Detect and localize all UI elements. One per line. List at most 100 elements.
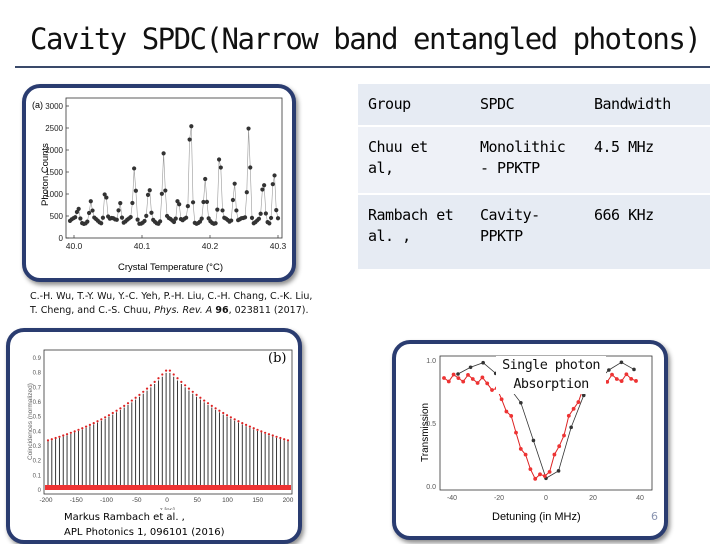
data-point-a (130, 200, 135, 206)
xtick-label-b: -150 (70, 497, 83, 504)
data-point-a (163, 188, 168, 193)
comb-fit-point (286, 439, 290, 442)
data-point-a (135, 217, 140, 222)
caption-a-authors: T. Cheng, and C.-S. Chuu, (30, 305, 155, 316)
comb-fit-point (199, 396, 202, 399)
data-point-a (185, 204, 190, 209)
theory-point (504, 409, 509, 414)
xtick-label-a: 40.1 (134, 241, 151, 251)
figure-a-frame: (a) Photon Counts 3000 2500 2000 1500 1000 50… (22, 84, 296, 282)
theory-point (456, 376, 461, 381)
ytick-label-b: 0.3 (33, 444, 42, 450)
comb-fit-point (229, 416, 232, 419)
transmission-plot: Transmission 1.0 0.5 0.0 -40 -20 0 20 40 Detun… (420, 355, 653, 523)
comb-fit-point (100, 418, 103, 421)
xtick-label-c: 20 (589, 495, 597, 502)
comb-fit-point (119, 407, 122, 410)
measured-point (607, 368, 611, 372)
comb-fit-point (138, 393, 141, 396)
data-point-a (267, 221, 272, 226)
theory-point (490, 388, 494, 392)
theory-point (542, 474, 547, 478)
absorption-label-line2: Absorption (513, 376, 589, 392)
comb-fit-point (142, 390, 145, 393)
comb-fit-point (222, 411, 225, 415)
comb-fit-point (210, 404, 213, 407)
comb-fit-point (145, 387, 149, 390)
comb-fit-point (153, 380, 156, 383)
comb-fit-point (206, 402, 210, 405)
data-point-a (173, 216, 178, 221)
xtick-label-a: 40.2 (202, 241, 219, 251)
comb-fit-point (256, 428, 259, 431)
theory-point (624, 372, 629, 377)
data-point-a (90, 208, 95, 213)
caption-a-journal: Phys. Rev. A (154, 305, 213, 316)
theory-point (538, 472, 542, 477)
data-point-a (132, 166, 137, 171)
comb-fit-point (218, 409, 221, 412)
comb-fit-point (81, 427, 84, 430)
comb-fit-point (84, 425, 88, 428)
measured-point (468, 365, 473, 370)
theory-point (552, 452, 557, 457)
data-point-a (85, 219, 90, 224)
theory-point (533, 476, 538, 481)
xtick-label-b: 0 (165, 497, 169, 504)
comb-fit-point (126, 402, 130, 405)
comb-fit-point (157, 377, 160, 380)
xtick-label-c: 0 (544, 495, 548, 502)
data-point-a (114, 217, 119, 222)
xtick-label-c: -20 (494, 495, 504, 502)
caption-a-line2: T. Cheng, and C.-S. Chuu, Phys. Rev. A 9… (30, 304, 312, 318)
comb-fit-point (203, 399, 206, 402)
data-point-a (145, 192, 151, 197)
comb-fit-point (107, 414, 111, 417)
theory-point (446, 379, 451, 384)
theory-point (518, 447, 523, 451)
data-point-a (246, 126, 251, 131)
theory-point (562, 433, 566, 438)
data-point-a (88, 199, 93, 204)
comb-fit-point (264, 431, 267, 434)
measured-point (569, 425, 573, 430)
data-point-a (171, 219, 177, 225)
comb-fit-point (241, 422, 244, 425)
data-point-a (104, 195, 109, 200)
data-point-a (199, 216, 204, 221)
comb-fit-point (180, 380, 183, 383)
comb-fit-point (195, 393, 198, 396)
xtick-label-b: 200 (283, 497, 294, 504)
theory-point (547, 469, 552, 474)
theory-point (485, 381, 490, 386)
comb-fit-point (96, 420, 99, 423)
xtick-label-b: 50 (194, 497, 202, 504)
data-point-a (159, 191, 164, 196)
measured-point (619, 360, 624, 365)
comb-fit-point (244, 423, 248, 426)
data-point-a (275, 216, 281, 221)
theory-point (461, 379, 466, 384)
cell-spdc: Cavity-PPKTP (470, 194, 584, 269)
data-point-a (234, 208, 239, 213)
comb-fit-point (104, 416, 107, 419)
theory-point (514, 430, 518, 435)
comb-fit-point (65, 433, 69, 436)
caption-b: Markus Rambach et al. , APL Photonics 1,… (60, 510, 229, 540)
data-point-a (249, 215, 255, 220)
theory-point (614, 377, 619, 381)
theory-point (523, 452, 528, 457)
data-point-a (230, 197, 236, 203)
theory-point (566, 413, 571, 418)
comb-fit-point (69, 431, 72, 434)
data-point-a (128, 215, 133, 220)
caption-a: C.-H. Wu, T.-Y. Wu, Y.-C. Yeh, P.-H. Liu… (30, 290, 312, 318)
plot-a-axes-box (65, 97, 283, 239)
data-point-a (256, 216, 262, 221)
data-point-a (203, 176, 208, 182)
theory-point (475, 381, 480, 385)
table-header-row: Group SPDC Bandwidth (358, 84, 710, 127)
data-point-a (147, 188, 152, 193)
cell-group: Chuu et al, (358, 126, 470, 195)
data-point-a (213, 221, 218, 226)
